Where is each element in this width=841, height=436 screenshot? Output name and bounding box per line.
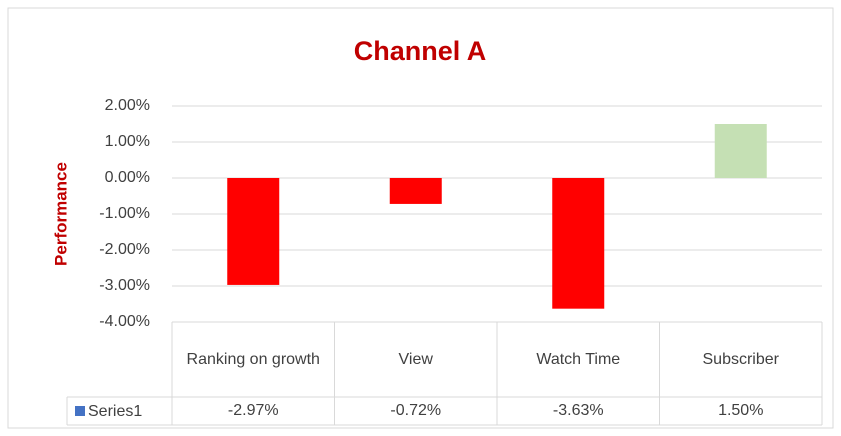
bar xyxy=(389,178,442,204)
y-tick-label: -1.00% xyxy=(99,205,150,222)
y-tick-label: -2.00% xyxy=(99,241,150,258)
x-tick-label-box: View xyxy=(398,350,433,368)
table-value: -0.72% xyxy=(390,402,442,420)
y-tick-label: 1.00% xyxy=(105,133,150,150)
legend-key xyxy=(75,406,85,416)
y-tick-label: -3.00% xyxy=(99,277,150,294)
table-value-box: 1.50% xyxy=(718,402,764,420)
x-tick-label-box: Ranking on growth xyxy=(186,350,320,368)
bar xyxy=(552,178,605,309)
bar xyxy=(714,124,767,178)
table-value: 1.50% xyxy=(718,402,764,420)
x-tick-label-box: Subscriber xyxy=(702,350,779,368)
x-tick-label: Watch Time xyxy=(536,350,621,368)
x-tick-label-box: Watch Time xyxy=(536,350,621,368)
table-value: -2.97% xyxy=(227,402,279,420)
table-value-box: -0.72% xyxy=(390,402,442,420)
legend-label: Series1 xyxy=(88,403,142,420)
chart-border xyxy=(7,7,834,429)
table-value-box: -3.63% xyxy=(552,402,604,420)
y-tick-label: 2.00% xyxy=(105,97,150,114)
x-tick-label: Subscriber xyxy=(702,350,779,368)
x-tick-label: View xyxy=(398,350,433,368)
y-axis-title: Performance xyxy=(51,162,70,266)
y-tick-label: 0.00% xyxy=(105,169,150,186)
bar xyxy=(227,178,280,285)
x-tick-label: Ranking on growth xyxy=(186,350,320,368)
table-value: -3.63% xyxy=(552,402,604,420)
y-tick-label: -4.00% xyxy=(99,313,150,330)
chart-title: Channel A xyxy=(354,36,487,66)
table-value-box: -2.97% xyxy=(227,402,279,420)
